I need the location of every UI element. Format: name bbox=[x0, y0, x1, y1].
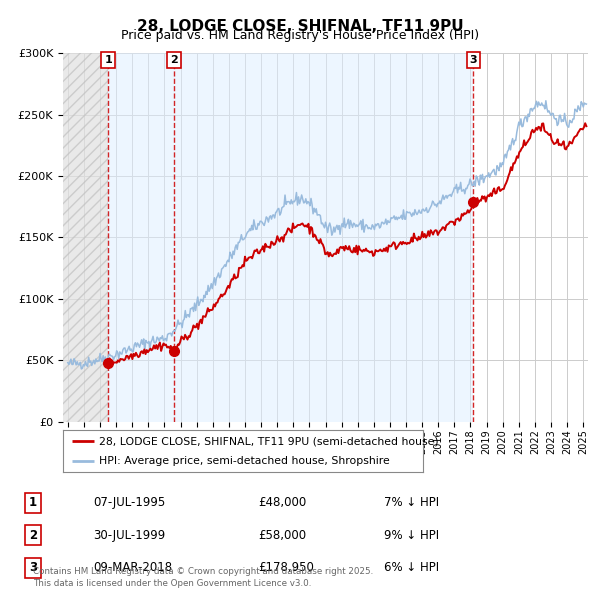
Text: 09-MAR-2018: 09-MAR-2018 bbox=[93, 561, 172, 574]
Text: £48,000: £48,000 bbox=[258, 496, 306, 509]
Text: 9% ↓ HPI: 9% ↓ HPI bbox=[384, 529, 439, 542]
Text: 07-JUL-1995: 07-JUL-1995 bbox=[93, 496, 165, 509]
Text: HPI: Average price, semi-detached house, Shropshire: HPI: Average price, semi-detached house,… bbox=[99, 457, 390, 466]
Text: 7% ↓ HPI: 7% ↓ HPI bbox=[384, 496, 439, 509]
Text: 30-JUL-1999: 30-JUL-1999 bbox=[93, 529, 165, 542]
Text: £178,950: £178,950 bbox=[258, 561, 314, 574]
Text: Price paid vs. HM Land Registry's House Price Index (HPI): Price paid vs. HM Land Registry's House … bbox=[121, 30, 479, 42]
Text: 28, LODGE CLOSE, SHIFNAL, TF11 9PU: 28, LODGE CLOSE, SHIFNAL, TF11 9PU bbox=[137, 19, 463, 34]
Bar bbox=[109, 53, 174, 422]
Text: 1: 1 bbox=[29, 496, 37, 509]
Text: 3: 3 bbox=[29, 561, 37, 574]
Text: 2: 2 bbox=[170, 55, 178, 65]
Text: Contains HM Land Registry data © Crown copyright and database right 2025.
This d: Contains HM Land Registry data © Crown c… bbox=[33, 568, 373, 588]
Text: 3: 3 bbox=[470, 55, 478, 65]
Text: £58,000: £58,000 bbox=[258, 529, 306, 542]
Text: 28, LODGE CLOSE, SHIFNAL, TF11 9PU (semi-detached house): 28, LODGE CLOSE, SHIFNAL, TF11 9PU (semi… bbox=[99, 437, 439, 447]
Bar bbox=[174, 53, 473, 422]
Text: 6% ↓ HPI: 6% ↓ HPI bbox=[384, 561, 439, 574]
Bar bbox=[60, 53, 109, 422]
Text: 1: 1 bbox=[104, 55, 112, 65]
Text: 2: 2 bbox=[29, 529, 37, 542]
